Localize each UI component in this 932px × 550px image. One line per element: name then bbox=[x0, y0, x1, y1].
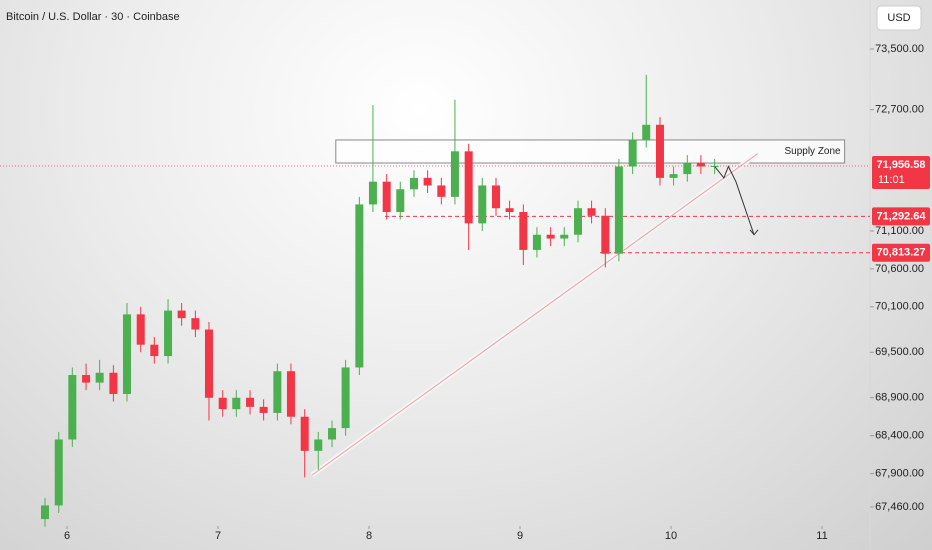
supply-zone-label: Supply Zone bbox=[784, 146, 841, 157]
projection-path bbox=[714, 165, 755, 235]
candle-body bbox=[710, 165, 719, 167]
chart-title: Bitcoin / U.S. Dollar · 30 · Coinbase bbox=[6, 11, 180, 23]
candle-body bbox=[286, 371, 295, 417]
last-price-box bbox=[872, 156, 930, 190]
candle-body bbox=[204, 329, 213, 398]
candle-body bbox=[136, 314, 145, 345]
candle-body bbox=[232, 397, 241, 410]
candle-body bbox=[628, 139, 637, 167]
candle-body bbox=[95, 372, 104, 383]
x-tick-label: 10 bbox=[665, 530, 677, 542]
candle-body bbox=[655, 124, 664, 178]
y-tick-label: 68,900.00 bbox=[875, 392, 924, 404]
candle-body bbox=[122, 314, 131, 394]
candle-body bbox=[355, 204, 364, 368]
candle-body bbox=[396, 189, 405, 213]
countdown-label: 11:01 bbox=[878, 174, 905, 186]
candle-body bbox=[560, 234, 569, 239]
candle-body bbox=[191, 318, 200, 330]
candle-body bbox=[532, 234, 541, 250]
candle-body bbox=[54, 439, 63, 506]
level-label-box bbox=[872, 207, 930, 226]
currency-box[interactable] bbox=[876, 5, 922, 31]
candle-body bbox=[314, 439, 323, 451]
candle-body bbox=[341, 367, 350, 429]
candle-body bbox=[177, 310, 186, 319]
candle-body bbox=[696, 162, 705, 167]
y-tick-label: 70,100.00 bbox=[875, 301, 924, 313]
candle-body bbox=[642, 124, 651, 140]
y-tick-label: 69,500.00 bbox=[875, 346, 924, 358]
candle-body bbox=[478, 185, 487, 224]
candle-body bbox=[669, 174, 678, 178]
candle-body bbox=[519, 212, 528, 250]
y-tick-label: 67,900.00 bbox=[875, 468, 924, 480]
candle-body bbox=[437, 185, 446, 197]
last-price-label: 71,956.58 bbox=[877, 159, 926, 171]
candle-body bbox=[491, 185, 500, 209]
candle-body bbox=[505, 208, 514, 213]
candle-body bbox=[218, 397, 227, 410]
candle-body bbox=[368, 181, 377, 205]
candle-body bbox=[683, 162, 692, 175]
candle-body bbox=[328, 428, 337, 440]
x-tick-label: 8 bbox=[366, 530, 372, 542]
projection-arrowhead bbox=[749, 229, 759, 236]
level-label: 70,813.27 bbox=[877, 247, 926, 259]
x-tick-label: 11 bbox=[816, 530, 827, 542]
candle-body bbox=[82, 375, 91, 383]
y-tick-label: 72,700.00 bbox=[875, 104, 924, 116]
y-tick-label: 70,600.00 bbox=[875, 263, 924, 275]
candle-body bbox=[450, 151, 459, 197]
candle-body bbox=[601, 215, 610, 254]
candle-body bbox=[382, 181, 391, 213]
trendline-edge bbox=[311, 153, 759, 476]
currency-label[interactable]: USD bbox=[887, 12, 910, 24]
y-tick-label: 67,460.00 bbox=[875, 501, 924, 513]
candle-body bbox=[423, 177, 432, 186]
candle-body bbox=[410, 177, 419, 190]
candle-body bbox=[573, 208, 582, 235]
y-tick-label: 71,100.00 bbox=[875, 225, 924, 237]
y-tick-label: 68,400.00 bbox=[875, 430, 924, 442]
supply-zone bbox=[335, 139, 846, 164]
candle-body bbox=[109, 372, 118, 394]
candle-body bbox=[464, 151, 473, 224]
candle-body bbox=[68, 375, 77, 440]
candle-body bbox=[614, 166, 623, 254]
candle-body bbox=[150, 344, 159, 357]
candle-body bbox=[273, 371, 282, 413]
y-tick-label: 73,500.00 bbox=[875, 43, 924, 55]
candle-body bbox=[587, 208, 596, 216]
candle-body bbox=[40, 505, 49, 520]
x-tick-label: 7 bbox=[215, 530, 221, 542]
candle-body bbox=[246, 397, 255, 407]
candle-body bbox=[259, 406, 268, 413]
level-label-box bbox=[872, 243, 930, 262]
candle-body bbox=[164, 310, 173, 357]
x-tick-label: 9 bbox=[517, 530, 523, 542]
candle-body bbox=[546, 234, 555, 239]
level-label: 71,292.64 bbox=[877, 210, 927, 222]
candle-body bbox=[300, 416, 309, 451]
x-tick-label: 6 bbox=[64, 530, 70, 542]
